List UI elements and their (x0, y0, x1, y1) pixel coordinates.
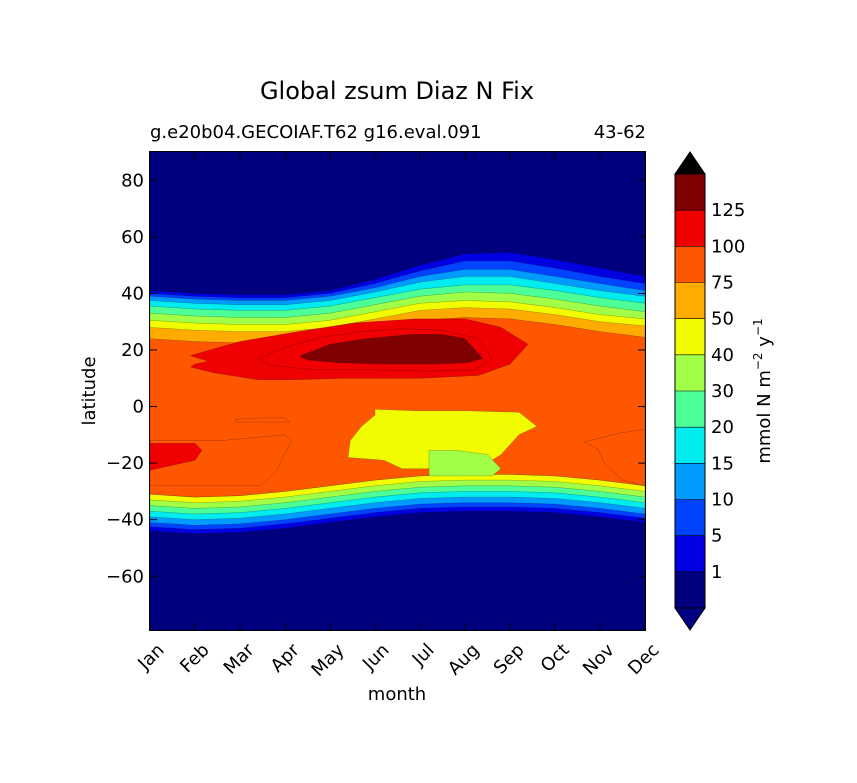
colorbar-label-base: mmol N m (754, 370, 775, 464)
y-tick-label: −20 (106, 453, 144, 474)
colorbar-swatch (675, 282, 705, 319)
colorbar-label-exp1: −2 (751, 352, 765, 370)
colorbar-label-mid: y (754, 336, 775, 353)
y-tick-label: −40 (106, 510, 144, 531)
colorbar-swatch (675, 210, 705, 247)
colorbar-tick-label: 50 (711, 309, 734, 330)
plot-frame (149, 151, 646, 631)
colorbar-swatch (675, 463, 705, 500)
contour-patch-4-level-30 (428, 450, 502, 477)
colorbar-swatch (675, 499, 705, 536)
x-tick-label: Sep (490, 640, 529, 679)
x-axis-label: month (368, 684, 426, 705)
colorbar-tick-label: 1 (711, 562, 722, 583)
x-tick-label: Jan (133, 640, 168, 675)
colorbar-swatch (675, 427, 705, 464)
x-tick-label: Mar (220, 639, 259, 678)
colorbar-swatch (675, 318, 705, 355)
chart-subtitle-right: 43-62 (594, 122, 646, 143)
x-tick-label: Jul (408, 640, 439, 671)
x-tick-label: Nov (579, 639, 619, 679)
contour-patch-8-level-75 (235, 417, 291, 423)
colorbar-swatch (675, 354, 705, 391)
colorbar-extend-over (674, 151, 706, 175)
colorbar-tick-label: 30 (711, 381, 734, 402)
x-tick-label: Aug (444, 640, 484, 680)
colorbar-swatch (675, 246, 705, 283)
contour-patch-7-level-75 (583, 428, 646, 487)
y-axis-label: latitude (79, 356, 100, 425)
x-tick-label: Oct (537, 640, 574, 677)
plot-area (149, 152, 646, 630)
x-tick-label: May (307, 639, 348, 680)
colorbar-swatch (675, 174, 705, 211)
colorbar-tick-label: 125 (711, 200, 745, 221)
colorbar-tick-label: 5 (711, 526, 722, 547)
colorbar-tick-label: 10 (711, 490, 734, 511)
y-tick-label: −60 (106, 566, 144, 587)
chart-subtitle-left: g.e20b04.GECOIAF.T62 g16.eval.091 (150, 122, 482, 143)
colorbar-label: mmol N m−2 y−1 (751, 318, 775, 463)
y-tick-label: 0 (133, 397, 144, 418)
colorbar-tick-label: 100 (711, 236, 745, 257)
colorbar-tick-label: 75 (711, 273, 734, 294)
chart-title: Global zsum Diaz N Fix (260, 77, 534, 105)
colorbar-swatch (675, 391, 705, 428)
colorbar-extend-under (674, 607, 706, 631)
colorbar-label-exp2: −1 (751, 318, 765, 336)
y-tick-label: 40 (121, 283, 144, 304)
x-tick-label: Jun (358, 640, 393, 675)
x-tick-label: Dec (624, 640, 663, 679)
colorbar-tick-label: 20 (711, 417, 734, 438)
y-axis: −60 −40 −20 0 20 40 60 80 (106, 170, 645, 587)
y-tick-label: 20 (121, 340, 144, 361)
colorbar-swatch (675, 535, 705, 572)
colorbar-swatch (675, 571, 705, 608)
y-tick-label: 60 (121, 227, 144, 248)
contour-patch-2-level-125 (300, 334, 484, 365)
colorbar-tick-label: 40 (711, 345, 734, 366)
colorbar-tick-label: 15 (711, 453, 734, 474)
y-tick-label: 80 (121, 170, 144, 191)
x-tick-label: Apr (267, 639, 304, 676)
x-tick-label: Feb (176, 640, 213, 677)
